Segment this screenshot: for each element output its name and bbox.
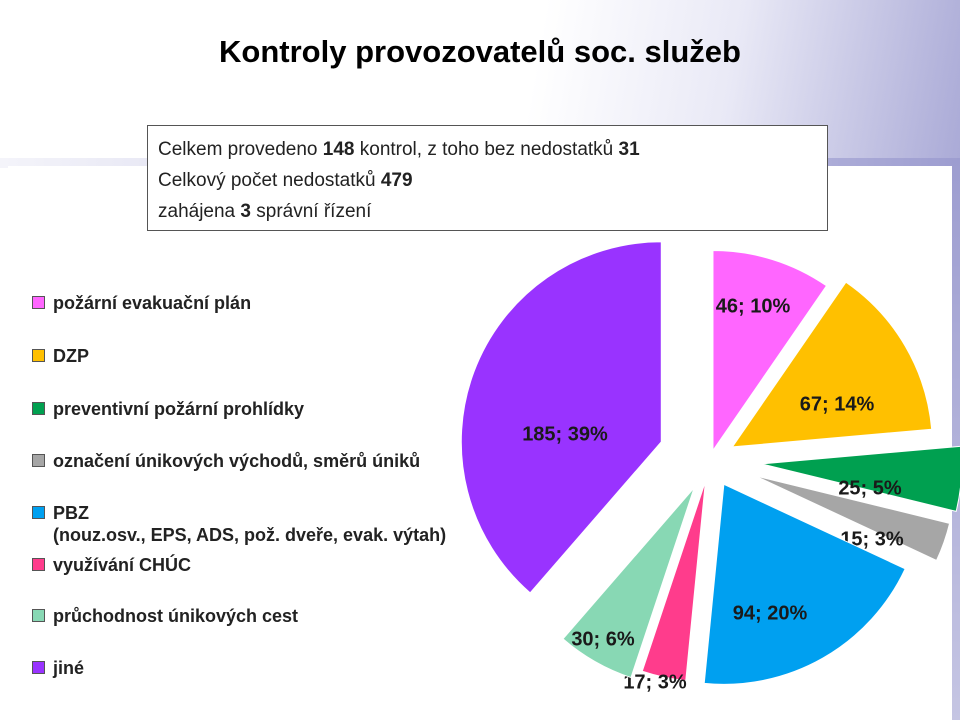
right-edge-decoration — [952, 160, 960, 720]
legend-item: jiné — [32, 657, 84, 679]
legend-swatch — [32, 454, 45, 467]
summary-line-3: zahájena 3 správní řízení — [158, 201, 372, 222]
legend-label: využívání CHÚC — [53, 555, 192, 575]
legend-label: DZP — [53, 346, 89, 366]
pie-slice — [731, 281, 933, 448]
legend-label: požární evakuační plán — [53, 293, 252, 313]
summary-box: Celkem provedeno 148 kontrol, z toho bez… — [147, 125, 828, 231]
proceedings-count: 3 — [240, 201, 251, 222]
summary-line-2: Celkový počet nedostatků 479 — [158, 170, 413, 191]
legend-label: PBZ (nouz.osv., EPS, ADS, pož. dveře, eva… — [53, 503, 447, 545]
slice-data-label: 30; 6% — [571, 628, 635, 650]
legend-swatch — [32, 506, 45, 519]
legend-label: označení únikových východů, směrů úniků — [53, 451, 421, 471]
legend-swatch — [32, 661, 45, 674]
legend-swatch — [32, 296, 45, 309]
slice-data-label: 185; 39% — [522, 423, 608, 445]
legend-label: preventivní požární prohlídky — [53, 399, 305, 419]
legend-swatch — [32, 349, 45, 362]
pie-slice — [703, 483, 906, 685]
slice-data-label: 15; 3% — [840, 528, 904, 550]
legend-item: průchodnost únikových cest — [32, 605, 298, 627]
pie-slice — [641, 481, 706, 682]
pie-slice — [562, 487, 695, 679]
slice-data-label: 67; 14% — [800, 393, 875, 415]
summary-line-1: Celkem provedeno 148 kontrol, z toho bez… — [158, 139, 640, 160]
pie-slice — [761, 445, 960, 512]
legend-label: jiné — [53, 658, 85, 678]
pie-slice — [712, 249, 828, 453]
legend-swatch — [32, 609, 45, 622]
total-inspections: 148 — [322, 139, 355, 160]
total-defects: 479 — [380, 170, 413, 191]
legend-item: využívání CHÚC — [32, 554, 191, 576]
pie-slice — [460, 241, 662, 594]
legend-label: průchodnost únikových cest — [53, 606, 299, 626]
pie-slice — [755, 475, 951, 562]
slice-data-label: 94; 20% — [733, 602, 808, 624]
legend-item: požární evakuační plán — [32, 292, 251, 314]
slice-data-label: 17; 3% — [623, 671, 687, 693]
legend-swatch — [32, 558, 45, 571]
legend-item: označení únikových východů, směrů úniků — [32, 450, 420, 472]
legend-item: DZP — [32, 345, 89, 367]
clean-inspections: 31 — [618, 139, 640, 160]
slice-data-label: 25; 5% — [838, 477, 902, 499]
legend-item: PBZ (nouz.osv., EPS, ADS, pož. dveře, eva… — [32, 502, 446, 546]
page-title: Kontroly provozovatelů soc. služeb — [219, 34, 741, 69]
legend-item: preventivní požární prohlídky — [32, 398, 304, 420]
slice-data-label: 46; 10% — [716, 295, 791, 317]
legend-swatch — [32, 402, 45, 415]
